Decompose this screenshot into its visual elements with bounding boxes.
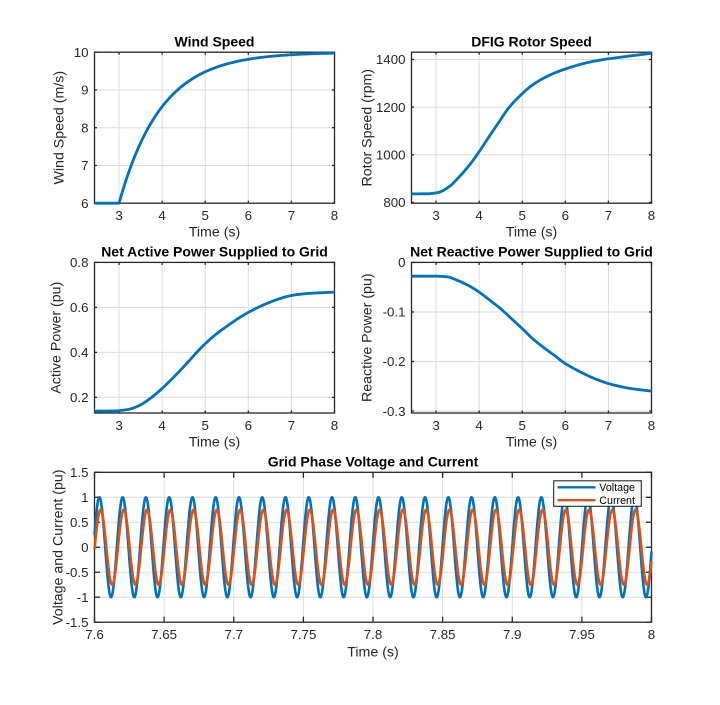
svg-text:7.6: 7.6: [85, 627, 104, 642]
svg-text:7.9: 7.9: [503, 627, 522, 642]
svg-text:5: 5: [518, 418, 525, 433]
svg-text:Wind Speed (m/s): Wind Speed (m/s): [52, 71, 68, 185]
svg-text:6: 6: [562, 418, 569, 433]
svg-text:9: 9: [81, 83, 88, 98]
svg-text:7.8: 7.8: [364, 627, 383, 642]
svg-text:Time (s): Time (s): [189, 435, 241, 451]
svg-text:4: 4: [158, 208, 165, 223]
svg-text:1.5: 1.5: [70, 465, 89, 480]
svg-text:Time (s): Time (s): [189, 225, 241, 241]
svg-text:800: 800: [383, 195, 405, 210]
svg-text:Net Active Power Supplied to G: Net Active Power Supplied to Grid: [101, 244, 328, 260]
svg-text:8: 8: [648, 208, 655, 223]
svg-text:0.5: 0.5: [70, 515, 89, 530]
svg-text:8: 8: [331, 208, 338, 223]
svg-text:8: 8: [648, 627, 655, 642]
svg-text:6: 6: [245, 208, 252, 223]
svg-text:Voltage: Voltage: [599, 482, 635, 494]
svg-text:0.4: 0.4: [70, 345, 89, 360]
svg-text:7.85: 7.85: [430, 627, 456, 642]
svg-text:-1: -1: [77, 590, 89, 605]
svg-text:7: 7: [605, 208, 612, 223]
svg-text:0: 0: [81, 540, 88, 555]
svg-text:4: 4: [158, 418, 165, 433]
svg-text:5: 5: [201, 208, 208, 223]
svg-text:8: 8: [81, 120, 88, 135]
svg-text:7: 7: [605, 418, 612, 433]
svg-text:7: 7: [288, 418, 295, 433]
svg-text:Net Reactive Power Supplied to: Net Reactive Power Supplied to Grid: [410, 244, 653, 260]
svg-text:4: 4: [475, 208, 482, 223]
svg-text:Time (s): Time (s): [347, 645, 399, 661]
svg-text:-1.5: -1.5: [66, 615, 89, 630]
svg-text:3: 3: [432, 208, 439, 223]
svg-text:-0.3: -0.3: [383, 404, 406, 419]
svg-text:6: 6: [562, 208, 569, 223]
svg-text:6: 6: [245, 418, 252, 433]
svg-text:7.95: 7.95: [569, 627, 595, 642]
svg-text:10: 10: [74, 45, 89, 60]
svg-text:7.65: 7.65: [151, 627, 177, 642]
svg-text:1000: 1000: [376, 148, 406, 163]
svg-text:Active Power (pu): Active Power (pu): [49, 282, 65, 394]
svg-text:0.8: 0.8: [70, 255, 89, 270]
svg-text:5: 5: [201, 418, 208, 433]
svg-text:8: 8: [648, 418, 655, 433]
svg-text:3: 3: [115, 418, 122, 433]
svg-text:-0.1: -0.1: [383, 305, 406, 320]
svg-text:1400: 1400: [376, 52, 406, 67]
svg-text:-0.2: -0.2: [383, 354, 406, 369]
svg-text:Voltage and Current (pu): Voltage and Current (pu): [51, 470, 67, 625]
svg-text:Time (s): Time (s): [506, 225, 558, 241]
svg-text:0.6: 0.6: [70, 300, 89, 315]
svg-text:Wind Speed: Wind Speed: [175, 33, 255, 49]
svg-text:5: 5: [518, 208, 525, 223]
svg-text:7.7: 7.7: [225, 627, 244, 642]
svg-text:1: 1: [81, 490, 88, 505]
svg-text:Time (s): Time (s): [506, 435, 558, 451]
svg-text:-0.5: -0.5: [66, 565, 89, 580]
svg-text:Rotor Speed (rpm): Rotor Speed (rpm): [360, 69, 376, 186]
svg-text:0: 0: [398, 255, 405, 270]
svg-text:Grid Phase Voltage and Current: Grid Phase Voltage and Current: [268, 453, 479, 469]
svg-text:3: 3: [432, 418, 439, 433]
svg-text:4: 4: [475, 418, 482, 433]
svg-text:7: 7: [288, 208, 295, 223]
svg-text:Current: Current: [599, 495, 635, 507]
svg-text:1200: 1200: [376, 100, 406, 115]
svg-text:Reactive Power (pu): Reactive Power (pu): [360, 273, 376, 402]
svg-text:0.2: 0.2: [70, 390, 89, 405]
svg-text:8: 8: [331, 418, 338, 433]
svg-text:3: 3: [115, 208, 122, 223]
svg-text:6: 6: [81, 196, 88, 211]
svg-text:DFIG Rotor Speed: DFIG Rotor Speed: [471, 33, 592, 49]
svg-text:7: 7: [81, 158, 88, 173]
svg-text:7.75: 7.75: [290, 627, 316, 642]
